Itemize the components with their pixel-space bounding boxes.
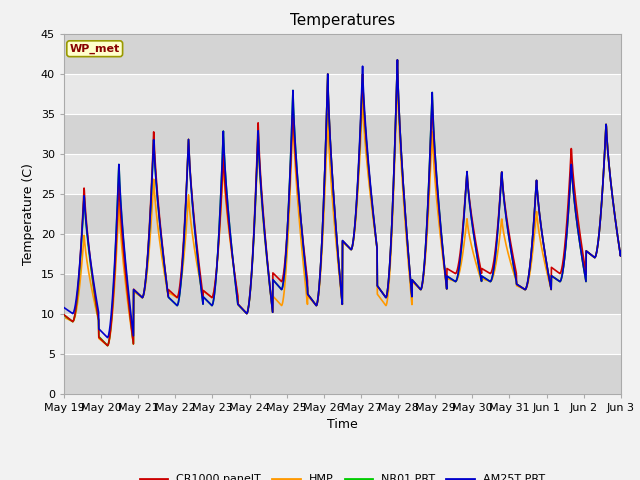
- HMP: [104, 343, 111, 348]
- Bar: [64, 34, 621, 73]
- HMP: [542, 265, 550, 271]
- Y-axis label: Temperature (C): Temperature (C): [22, 163, 35, 264]
- Bar: [64, 234, 621, 274]
- Bar: [64, 193, 621, 234]
- Bar: [64, 73, 621, 114]
- AM25T PRT: [236, 304, 244, 310]
- CR1000 panelT: [617, 248, 625, 253]
- NR01 PRT: [104, 343, 111, 348]
- Bar: [64, 114, 621, 154]
- CR1000 panelT: [609, 201, 617, 207]
- X-axis label: Time: Time: [327, 418, 358, 431]
- AM25T PRT: [511, 268, 518, 274]
- Legend: CR1000 panelT, HMP, NR01 PRT, AM25T PRT: CR1000 panelT, HMP, NR01 PRT, AM25T PRT: [135, 470, 550, 480]
- AM25T PRT: [104, 335, 111, 340]
- CR1000 panelT: [376, 287, 384, 292]
- HMP: [617, 248, 625, 253]
- Bar: [64, 274, 621, 313]
- Line: CR1000 panelT: CR1000 panelT: [64, 60, 621, 346]
- NR01 PRT: [116, 184, 124, 190]
- NR01 PRT: [617, 248, 625, 253]
- AM25T PRT: [376, 287, 384, 292]
- NR01 PRT: [609, 201, 617, 207]
- CR1000 panelT: [511, 261, 518, 266]
- HMP: [511, 273, 518, 278]
- NR01 PRT: [511, 268, 518, 274]
- HMP: [236, 304, 244, 310]
- AM25T PRT: [116, 183, 124, 189]
- CR1000 panelT: [104, 343, 111, 348]
- NR01 PRT: [394, 57, 401, 63]
- NR01 PRT: [376, 287, 384, 292]
- HMP: [376, 295, 384, 300]
- AM25T PRT: [609, 201, 617, 207]
- HMP: [394, 73, 401, 79]
- AM25T PRT: [617, 248, 625, 253]
- HMP: [60, 314, 68, 320]
- NR01 PRT: [542, 256, 550, 262]
- Title: Temperatures: Temperatures: [290, 13, 395, 28]
- CR1000 panelT: [116, 198, 124, 204]
- HMP: [116, 218, 124, 224]
- AM25T PRT: [542, 256, 550, 262]
- NR01 PRT: [60, 312, 68, 318]
- CR1000 panelT: [394, 57, 401, 63]
- Line: AM25T PRT: AM25T PRT: [64, 60, 621, 337]
- Bar: [64, 354, 621, 394]
- HMP: [609, 201, 617, 207]
- CR1000 panelT: [542, 256, 550, 262]
- Line: HMP: HMP: [64, 76, 621, 346]
- Bar: [64, 154, 621, 193]
- CR1000 panelT: [236, 303, 244, 309]
- AM25T PRT: [394, 57, 401, 63]
- Text: WP_met: WP_met: [70, 44, 120, 54]
- AM25T PRT: [60, 305, 68, 311]
- CR1000 panelT: [60, 312, 68, 318]
- NR01 PRT: [236, 304, 244, 310]
- Bar: [64, 313, 621, 354]
- Line: NR01 PRT: NR01 PRT: [64, 60, 621, 346]
